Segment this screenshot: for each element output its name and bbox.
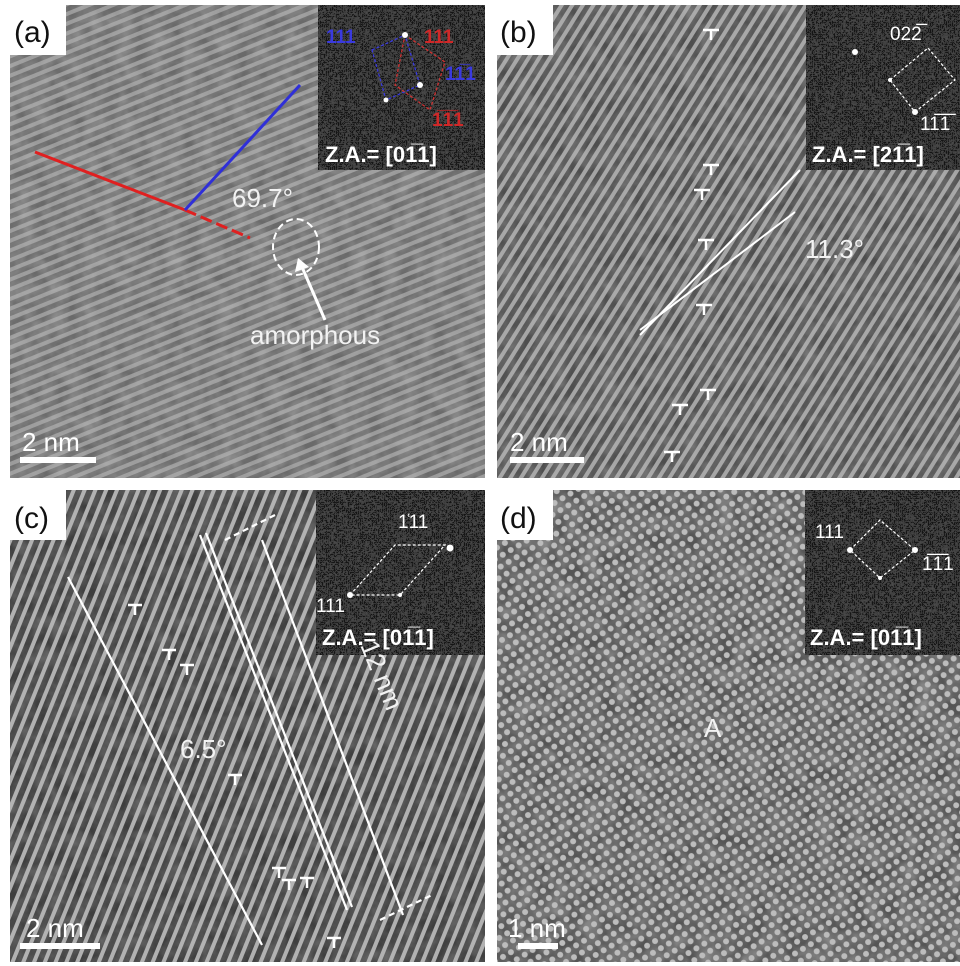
angle-label: 69.7° <box>232 183 293 213</box>
figure: (a) 111 111 11̅1 1̅1̅1 Z.A.= [01̅1] 69.7… <box>0 0 960 966</box>
miller-index: 1̅1̅1 <box>922 554 954 575</box>
panel-label: (a) <box>14 16 51 49</box>
panel-c: (c) 1͑11 111 Z.A.= [01̅1] 6.5° 12 nm 2 n… <box>10 490 485 962</box>
fft-inset: 111 1̅1̅1 Z.A.= [01̅1] <box>805 490 960 655</box>
panel-label: (b) <box>500 16 537 49</box>
angle-label: 11.3° <box>805 234 864 264</box>
region-label: A <box>704 713 722 743</box>
miller-index: 111 <box>316 596 345 617</box>
scale-bar-label: 2 nm <box>26 913 84 943</box>
zone-axis: Z.A.= [21̅1] <box>812 142 924 167</box>
scale-bar-label: 2 nm <box>510 427 568 457</box>
zone-axis: Z.A.= [01̅1] <box>325 142 437 167</box>
fft-inset: 022̅ 11̅1̅ Z.A.= [21̅1] <box>806 5 960 170</box>
panel-b: (b) 022̅ 11̅1̅ Z.A.= [21̅1] 11.3° 2 nm <box>497 5 960 478</box>
fft-inset: 1͑11 111 Z.A.= [01̅1] <box>316 490 485 655</box>
angle-label: 6.5° <box>180 734 227 764</box>
fft-inset: 111 111 11̅1 1̅1̅1 Z.A.= [01̅1] <box>318 5 485 170</box>
annotation: amorphous <box>250 320 380 350</box>
panel-a: (a) 111 111 11̅1 1̅1̅1 Z.A.= [01̅1] 69.7… <box>10 5 485 478</box>
miller-index: 11̅1 <box>445 64 476 85</box>
miller-index: 1̅1̅1 <box>432 110 464 131</box>
panel-label: (d) <box>500 502 537 535</box>
scale-bar-label: 2 nm <box>22 427 80 457</box>
panel-d: (d) 111 1̅1̅1 Z.A.= [01̅1] A 1 nm <box>497 490 960 962</box>
miller-index: 111 <box>424 27 454 48</box>
zone-axis: Z.A.= [01̅1] <box>810 625 922 650</box>
scale-bar-label: 1 nm <box>508 913 566 943</box>
miller-index: 1͑11 <box>398 512 428 533</box>
miller-index: 111 <box>326 27 356 48</box>
miller-index: 111 <box>815 522 844 543</box>
panel-label: (c) <box>14 502 49 535</box>
